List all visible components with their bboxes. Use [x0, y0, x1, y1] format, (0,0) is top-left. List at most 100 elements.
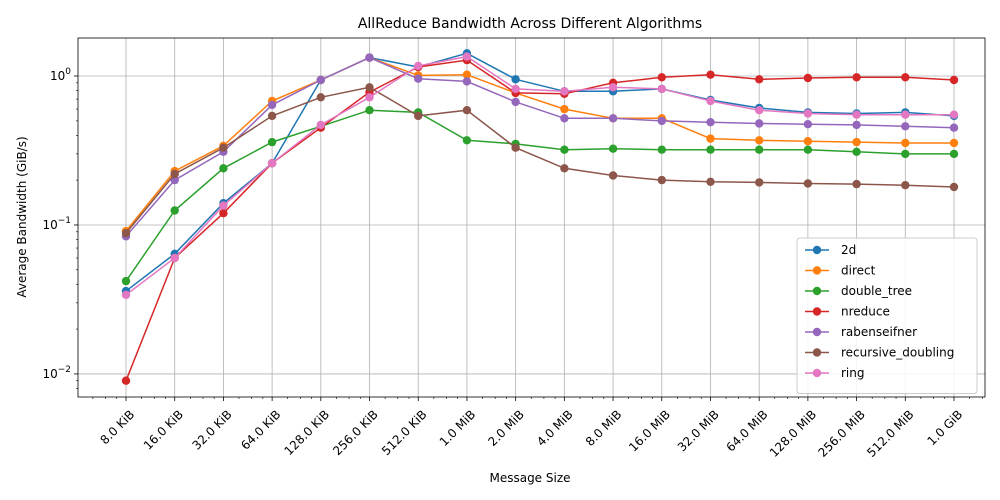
- legend-item-recursive-doubling: recursive_doubling: [805, 346, 954, 360]
- data-point: [706, 70, 715, 79]
- data-point: [219, 143, 228, 152]
- series-line: [125, 86, 955, 234]
- y-tick-label: 10−1: [42, 216, 71, 232]
- data-point: [755, 75, 764, 84]
- data-point: [462, 136, 472, 145]
- data-point: [121, 276, 131, 286]
- data-point: [462, 77, 472, 86]
- series-line: [125, 55, 954, 296]
- data-point: [267, 137, 277, 147]
- data-point: [852, 137, 861, 147]
- data-point: [608, 83, 618, 92]
- legend-item-double-tree: double_tree: [805, 284, 912, 298]
- data-point: [219, 164, 228, 173]
- legend-label: ring: [841, 366, 865, 380]
- data-point: [170, 253, 179, 263]
- legend-marker: [812, 286, 822, 296]
- data-point: [657, 175, 666, 185]
- data-point: [657, 145, 666, 154]
- data-point: [511, 75, 520, 84]
- data-point: [706, 134, 715, 143]
- data-point: [706, 118, 715, 127]
- data-point: [803, 120, 813, 129]
- data-point: [803, 73, 813, 83]
- data-point: [414, 74, 423, 83]
- legend-item-ring: ring: [805, 366, 865, 380]
- data-point: [901, 110, 910, 119]
- data-point: [852, 120, 861, 130]
- data-point: [803, 137, 813, 146]
- data-point: [511, 97, 520, 107]
- data-point: [267, 111, 277, 121]
- x-axis-label: Message Size: [489, 471, 570, 485]
- legend-label: recursive_doubling: [841, 346, 954, 360]
- data-point: [462, 52, 472, 61]
- data-point: [852, 179, 861, 189]
- data-point: [414, 61, 423, 71]
- data-point: [901, 73, 910, 82]
- data-point: [901, 122, 910, 131]
- legend-label: direct: [841, 264, 876, 278]
- series-recursive-doubling: [121, 83, 959, 238]
- data-point: [901, 181, 910, 190]
- data-point: [608, 171, 618, 180]
- data-point: [803, 109, 813, 118]
- data-point: [608, 114, 618, 123]
- data-point: [511, 143, 520, 152]
- data-point: [121, 290, 131, 299]
- series-layer: [121, 49, 959, 385]
- series-line: [125, 59, 955, 381]
- legend-marker: [812, 245, 822, 255]
- data-point: [365, 106, 374, 115]
- legend-label: double_tree: [841, 284, 912, 298]
- data-point: [657, 84, 666, 94]
- data-point: [706, 177, 715, 186]
- data-point: [755, 145, 764, 154]
- data-point: [267, 159, 277, 168]
- data-point: [462, 70, 472, 79]
- data-point: [706, 96, 715, 106]
- data-point: [901, 138, 910, 148]
- data-point: [755, 106, 764, 115]
- legend-label: nreduce: [841, 305, 890, 319]
- data-point: [706, 145, 715, 154]
- data-point: [852, 73, 861, 82]
- data-point: [755, 136, 764, 145]
- data-point: [657, 116, 666, 126]
- data-point: [219, 201, 228, 210]
- data-point: [365, 93, 374, 102]
- data-point: [219, 209, 228, 218]
- legend-box: [796, 237, 978, 394]
- legend-marker: [812, 266, 822, 275]
- data-point: [803, 145, 813, 154]
- data-point: [803, 179, 813, 188]
- data-point: [560, 104, 569, 114]
- data-point: [462, 106, 472, 115]
- data-point: [365, 83, 374, 92]
- data-point: [511, 84, 520, 94]
- data-point: [949, 110, 959, 119]
- data-point: [121, 229, 131, 238]
- legend-marker: [812, 348, 822, 357]
- data-point: [608, 144, 618, 153]
- data-point: [949, 182, 959, 192]
- data-point: [316, 93, 325, 102]
- data-point: [267, 100, 277, 110]
- legend-marker: [812, 368, 822, 378]
- legend-marker: [812, 307, 822, 316]
- data-point: [901, 149, 910, 159]
- data-point: [365, 53, 374, 62]
- data-point: [949, 138, 959, 148]
- series-rabenseifner: [121, 53, 959, 241]
- data-point: [170, 206, 179, 215]
- data-point: [316, 75, 325, 85]
- data-point: [170, 169, 179, 179]
- data-point: [560, 145, 569, 154]
- data-point: [316, 120, 325, 130]
- series-line: [125, 56, 954, 232]
- y-tick-label: 10−2: [42, 365, 71, 381]
- chart-title: AllReduce Bandwidth Across Different Alg…: [358, 16, 702, 32]
- plot-frame: [77, 37, 986, 398]
